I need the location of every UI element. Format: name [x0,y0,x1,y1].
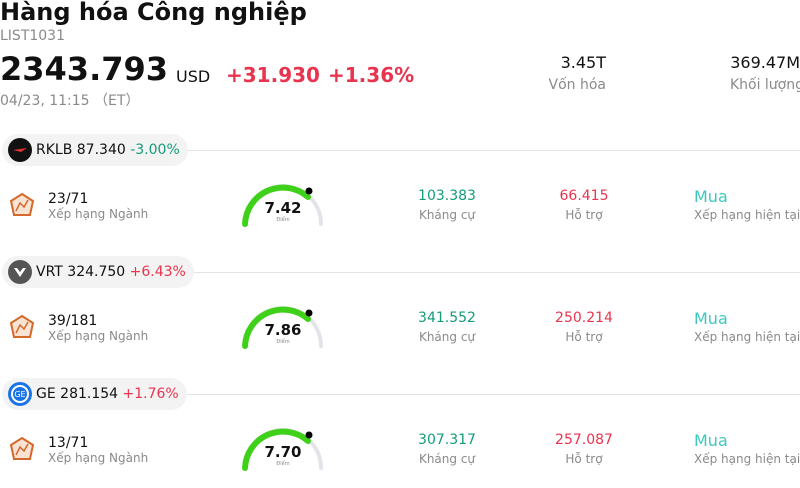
rating-label: Xếp hạng hiện tại [694,330,800,344]
resistance-label: Kháng cự [418,330,476,344]
ticker: GE [36,386,56,402]
score: 7.86 [264,321,302,339]
support-label: Hỗ trợ [565,330,603,344]
stat-label: Vốn hóa [548,77,606,93]
support: 66.415 [559,188,609,204]
resistance: 103.383 [418,188,476,204]
score: 7.42 [264,199,302,217]
ticker: VRT [36,264,63,280]
divider [188,150,800,151]
change-pct: +1.36% [328,63,415,87]
rank: 13/71 [48,435,89,451]
svg-text:GE: GE [14,390,25,399]
divider [187,394,800,395]
rank-label: Xếp hạng Ngành [48,207,149,221]
stock-price: 324.750 [67,264,126,280]
price: 2343.793 [0,50,169,88]
resistance: 307.317 [418,432,476,448]
support-label: Hỗ trợ [565,452,603,466]
stock-logo [8,138,32,162]
code: LIST1031 [0,28,65,44]
support: 250.214 [555,310,613,326]
stock-pill[interactable]: VRT 324.750 +6.43% [2,256,194,288]
rank-label: Xếp hạng Ngành [48,451,149,465]
score-label: Điểm [276,339,290,345]
score-label: Điểm [276,461,290,467]
stat-label: Khối lượng [729,77,800,93]
rank-icon [9,192,35,216]
stock-logo: GE [8,382,32,406]
score-gauge [242,306,323,349]
ticker: RKLB [36,142,73,158]
rating: Mua [694,431,728,450]
stat-value: 3.45T [560,53,606,72]
support: 257.087 [555,432,613,448]
resistance-label: Kháng cự [418,208,476,222]
stock-pill[interactable]: RKLB 87.340 -3.00% [2,134,188,166]
rank-icon [9,436,35,460]
stat-value: 369.47M [730,53,800,72]
change: +31.930 [226,63,320,87]
score: 7.70 [264,443,302,461]
title: Hàng hóa Công nghiệp [0,0,307,26]
stock-change: +6.43% [129,264,186,280]
rating-label: Xếp hạng hiện tại [694,452,800,466]
resistance: 341.552 [418,310,476,326]
stock-pill[interactable]: GE 281.154 +1.76% [2,378,187,410]
resistance-label: Kháng cự [418,452,476,466]
stock-change: -3.00% [130,142,180,158]
rating-label: Xếp hạng hiện tại [694,208,800,222]
stock-change: +1.76% [122,386,179,402]
score-gauge [242,428,323,471]
score-gauge [242,184,323,227]
divider [194,272,800,273]
rating: Mua [694,187,728,206]
rank: 23/71 [48,191,89,207]
score-label: Điểm [276,217,290,223]
time: 04/23, 11:15 （ET） [0,93,140,109]
rank-label: Xếp hạng Ngành [48,329,149,343]
rank-icon [9,314,35,338]
rating: Mua [694,309,728,328]
rank: 39/181 [48,313,98,329]
stock-price: 87.340 [76,142,126,158]
support-label: Hỗ trợ [565,208,603,222]
stock-price: 281.154 [60,386,119,402]
currency: USD [176,67,211,86]
stock-logo [8,260,32,284]
